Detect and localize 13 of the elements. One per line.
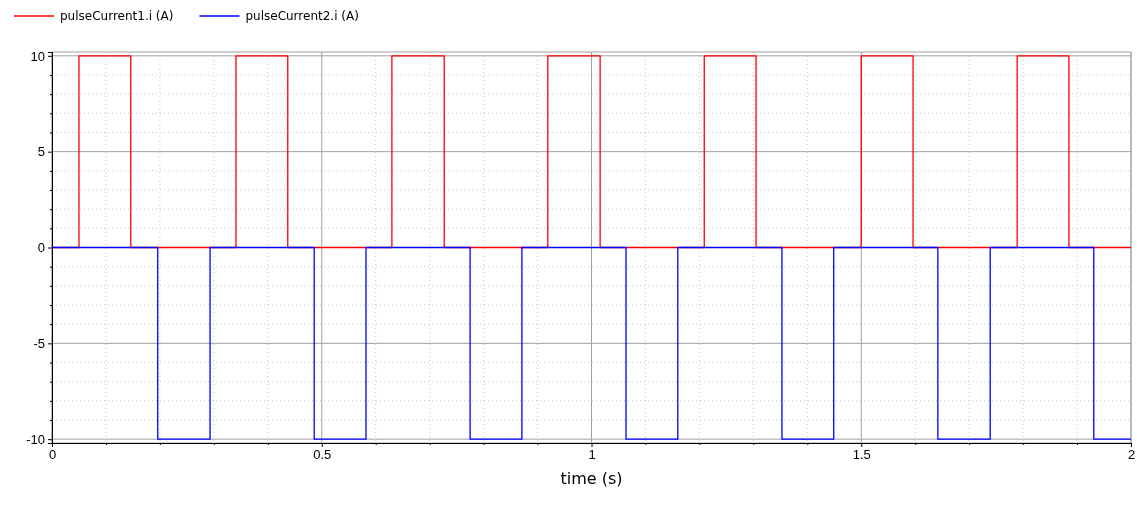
x-axis-title: time (s)	[560, 469, 623, 488]
x-tick-label: 0.5	[313, 447, 332, 463]
y-tick-label: -10	[26, 431, 45, 447]
x-tick-label: 0	[48, 447, 57, 463]
y-tick-label: 10	[30, 48, 45, 64]
x-tick-label: 1	[588, 447, 596, 463]
y-tick-label: 5	[37, 144, 45, 160]
legend-label: pulseCurrent2.i (A)	[245, 9, 359, 23]
x-tick-label: 1.5	[852, 447, 871, 463]
y-tick-label: 0	[37, 240, 45, 256]
legend-label: pulseCurrent1.i (A)	[60, 9, 174, 23]
y-tick-label: -5	[33, 335, 45, 351]
x-tick-label: 2	[1127, 447, 1136, 463]
